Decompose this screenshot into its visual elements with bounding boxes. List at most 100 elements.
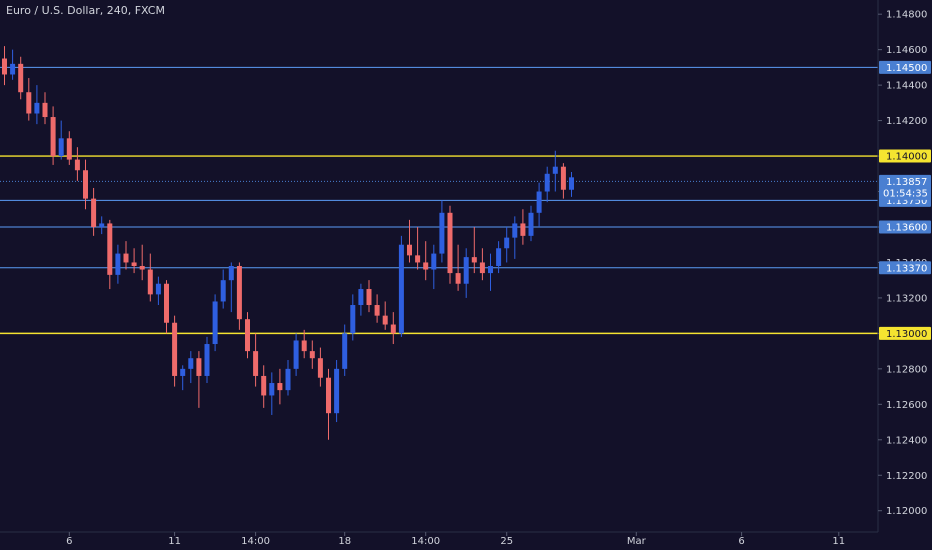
price-tick-label: 1.12600 xyxy=(886,400,927,411)
time-tick-label: 14:00 xyxy=(241,536,270,547)
chart-title: Euro / U.S. Dollar, 240, FXCM xyxy=(6,4,165,17)
level-badge-label: 1.14000 xyxy=(886,152,927,163)
candle-body xyxy=(277,383,283,391)
time-tick-label: Mar xyxy=(627,536,647,547)
candle-body xyxy=(342,333,348,369)
countdown-label: 01:54:35 xyxy=(883,188,928,199)
candle-body xyxy=(431,253,437,270)
candle-body xyxy=(99,223,105,227)
candle-body xyxy=(463,257,469,284)
candle-body xyxy=(34,102,40,114)
price-tick-label: 1.12200 xyxy=(886,471,927,482)
candle-body xyxy=(544,173,550,192)
candle-body xyxy=(58,138,64,157)
candle-body xyxy=(91,198,97,227)
candle-body xyxy=(374,305,380,316)
candle-body xyxy=(107,223,113,275)
candle-body xyxy=(212,301,218,345)
level-badge-label: 1.13600 xyxy=(886,222,927,233)
candle-body xyxy=(390,324,396,334)
level-badge-label: 1.13370 xyxy=(886,263,927,274)
candle-body xyxy=(439,212,445,254)
candle-body xyxy=(139,266,145,270)
candle-body xyxy=(123,253,129,263)
candle-body xyxy=(83,170,88,199)
candle-body xyxy=(326,377,331,414)
candle-body xyxy=(42,102,48,118)
price-tick-label: 1.14800 xyxy=(886,10,927,21)
current-price-label: 1.13857 xyxy=(886,177,927,188)
candle-body xyxy=(301,340,307,352)
time-tick-label: 6 xyxy=(738,536,744,547)
candle-body xyxy=(115,253,121,275)
candle-body xyxy=(236,266,242,320)
candle-body xyxy=(220,280,226,302)
level-badges: 1.14500 1.14000 1.13750 1.13600 1.13370 1.130… xyxy=(879,60,931,340)
candle-body xyxy=(520,223,526,236)
price-tick-label: 1.12800 xyxy=(886,364,927,375)
candle-body xyxy=(334,368,340,414)
candle-body xyxy=(293,340,299,369)
candle-body xyxy=(204,344,210,376)
time-tick-label: 6 xyxy=(66,536,72,547)
candle-body xyxy=(504,237,510,249)
candle-body xyxy=(471,257,477,263)
candle-body xyxy=(455,273,461,284)
current-price-badge xyxy=(879,174,931,200)
candle-body xyxy=(180,368,186,376)
candle-body xyxy=(253,351,259,376)
candle-body xyxy=(569,177,574,190)
candle-body xyxy=(488,266,493,274)
candle-body xyxy=(269,383,275,396)
price-tick-label: 1.14600 xyxy=(886,45,927,56)
candle-body xyxy=(536,191,542,213)
candle-body xyxy=(131,262,137,266)
level-badge xyxy=(879,220,931,234)
level-badge xyxy=(879,60,931,74)
candle-body xyxy=(26,92,32,114)
price-tick-label: 1.13200 xyxy=(886,293,927,304)
candle-body xyxy=(188,358,194,369)
candle-body xyxy=(10,63,16,75)
candle-body xyxy=(2,58,7,75)
candle-body xyxy=(66,138,72,160)
time-tick-label: 25 xyxy=(500,536,513,547)
candle-body xyxy=(552,166,558,174)
candle-body xyxy=(228,266,234,281)
time-tick-label: 14:00 xyxy=(411,536,440,547)
candle-body xyxy=(423,262,429,270)
candle-body xyxy=(398,244,404,334)
candle-body xyxy=(528,212,534,236)
price-tick-label: 1.12000 xyxy=(886,506,927,517)
price-tick-label: 1.14200 xyxy=(886,116,927,127)
candle-body xyxy=(415,255,421,263)
candle-body xyxy=(512,223,518,238)
time-tick-label: 11 xyxy=(832,536,845,547)
candle-body xyxy=(350,305,356,334)
candle-body xyxy=(50,117,56,157)
candle-body xyxy=(447,212,453,274)
time-tick-label: 11 xyxy=(168,536,181,547)
candles-layer xyxy=(2,46,574,440)
candle-body xyxy=(382,315,388,325)
level-badge-label: 1.14500 xyxy=(886,63,927,74)
level-badge xyxy=(879,149,931,163)
candle-body xyxy=(74,159,80,171)
candle-body xyxy=(358,289,364,306)
price-tick-label: 1.14400 xyxy=(886,81,927,92)
level-lines xyxy=(0,66,878,335)
level-badge xyxy=(879,326,931,340)
level-badge-label: 1.13750 xyxy=(886,196,927,207)
candle-body xyxy=(261,375,267,396)
candle-body xyxy=(147,269,153,295)
candle-body xyxy=(155,283,161,295)
candle-body xyxy=(164,283,169,323)
level-badge xyxy=(879,261,931,275)
candle-body xyxy=(172,322,178,376)
candle-body xyxy=(479,262,485,274)
price-tick-label: 1.12400 xyxy=(886,435,927,446)
candle-body xyxy=(496,248,502,266)
candle-body xyxy=(285,368,291,391)
candle-body xyxy=(196,358,202,376)
